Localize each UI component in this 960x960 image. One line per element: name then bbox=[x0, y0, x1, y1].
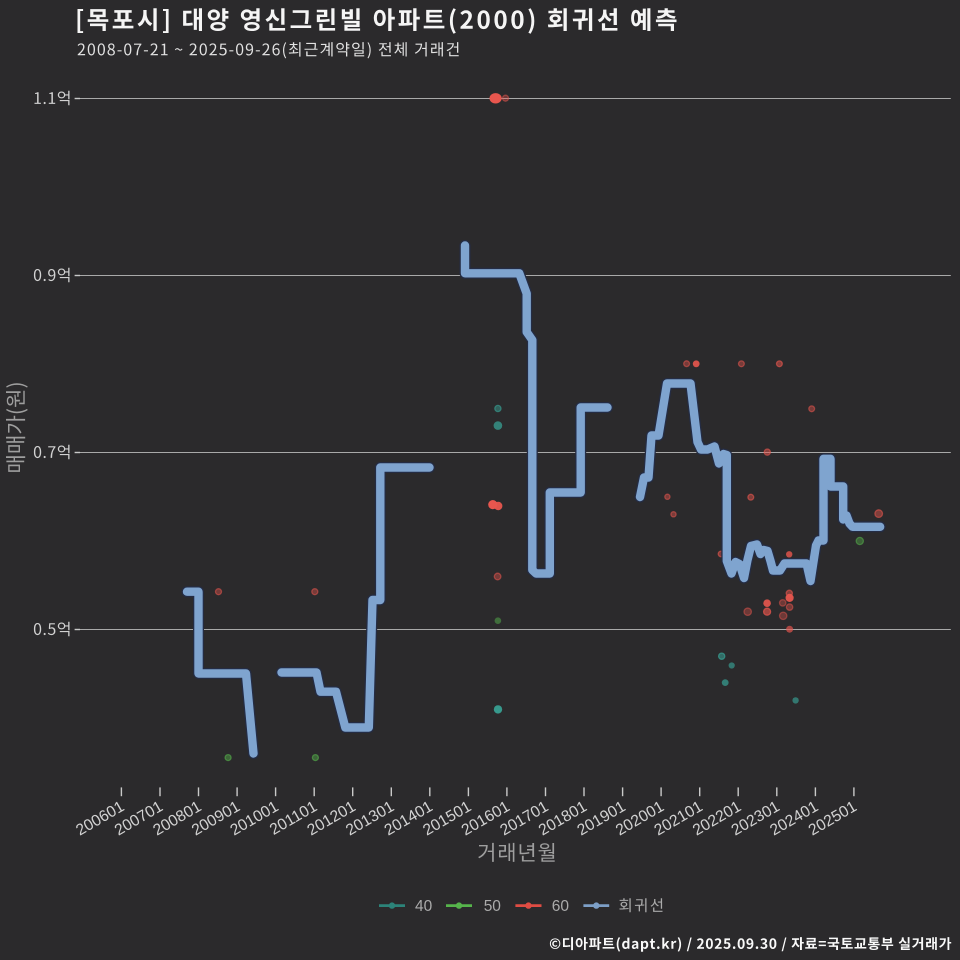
svg-text:40: 40 bbox=[415, 898, 433, 915]
svg-text:60: 60 bbox=[552, 898, 570, 915]
svg-text:50: 50 bbox=[484, 898, 502, 915]
